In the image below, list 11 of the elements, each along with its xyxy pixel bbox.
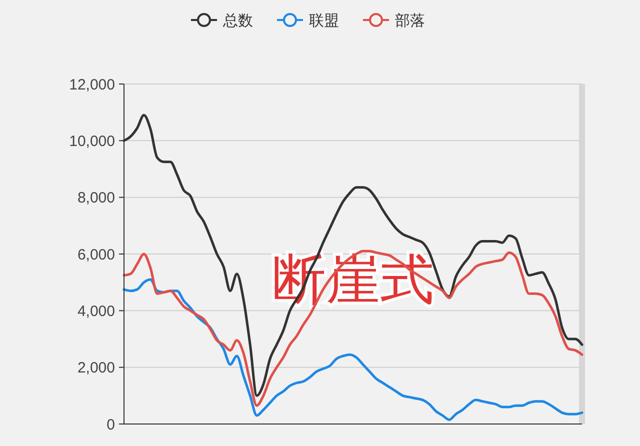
y-tick-label: 8,000 [77,190,115,207]
y-tick-label: 6,000 [77,246,115,264]
line-series [122,250,584,407]
y-tick-label: 0 [106,416,115,434]
y-tick-label: 4,000 [77,302,115,320]
legend-label: 总数 [222,12,253,30]
legend-label: 联盟 [309,12,339,30]
legend-label: 部落 [395,12,425,30]
y-tick-label: 2,000 [77,360,115,377]
y-tick-label: 10,000 [69,132,115,150]
y-tick-label: 12,000 [69,76,115,94]
